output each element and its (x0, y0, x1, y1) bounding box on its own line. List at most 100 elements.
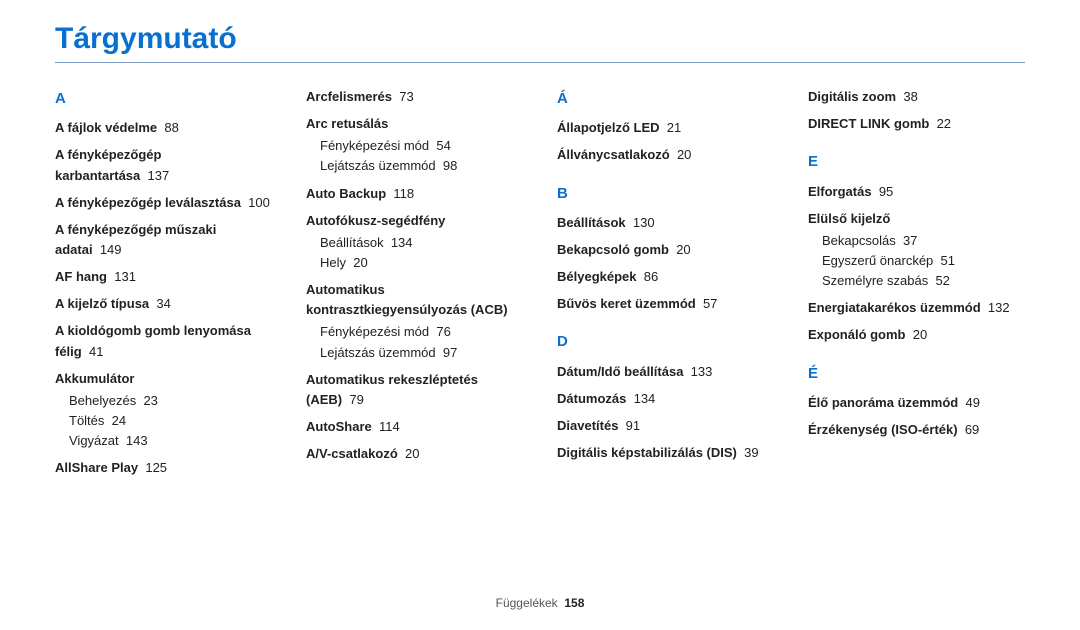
subentry-page: 134 (391, 235, 413, 250)
index-entry[interactable]: Élő panoráma üzemmód 49 (808, 393, 1025, 413)
subentry-page: 76 (436, 324, 450, 339)
index-subentry[interactable]: Lejátszás üzemmód 97 (306, 343, 523, 363)
index-entry[interactable]: Elforgatás 95 (808, 182, 1025, 202)
subentry-term: Személyre szabás (822, 273, 928, 288)
entry-term: AF hang (55, 269, 107, 284)
entry-page: 57 (703, 296, 717, 311)
index-entry[interactable]: AF hang 131 (55, 267, 272, 287)
index-column: ÁÁllapotjelző LED 21Állványcsatlakozó 20… (557, 87, 774, 485)
entry-page: 100 (248, 195, 270, 210)
index-entry[interactable]: Automatikus rekeszléptetés (AEB) 79 (306, 370, 523, 410)
index-entry[interactable]: Digitális képstabilizálás (DIS) 39 (557, 443, 774, 463)
index-entry[interactable]: Állapotjelző LED 21 (557, 118, 774, 138)
index-subentry[interactable]: Egyszerű önarckép 51 (808, 251, 1025, 271)
index-subentry[interactable]: Behelyezés 23 (55, 391, 272, 411)
footer-label: Függelékek (496, 596, 558, 610)
index-entry[interactable]: Akkumulátor Behelyezés 23Töltés 24Vigyáza… (55, 369, 272, 452)
index-entry[interactable]: AllShare Play 125 (55, 458, 272, 478)
entry-term: Állapotjelző LED (557, 120, 660, 135)
index-subentry[interactable]: Töltés 24 (55, 411, 272, 431)
index-entry[interactable]: Autofókusz-segédfény Beállítások 134Hely … (306, 211, 523, 273)
entry-term: Automatikus rekeszléptetés (AEB) (306, 372, 478, 407)
entry-page: 20 (913, 327, 927, 342)
index-entry[interactable]: Arc retusálásFényképezési mód 54Lejátszá… (306, 114, 523, 176)
entry-page: 125 (145, 460, 167, 475)
index-entry[interactable]: Elülső kijelzőBekapcsolás 37Egyszerű öna… (808, 209, 1025, 292)
entry-page: 21 (667, 120, 681, 135)
index-subentry[interactable]: Fényképezési mód 54 (306, 136, 523, 156)
index-entry[interactable]: A fényképezőgép karbantartása 137 (55, 145, 272, 185)
entry-term: Diavetítés (557, 418, 618, 433)
index-entry[interactable]: A fájlok védelme 88 (55, 118, 272, 138)
subentry-page: 52 (935, 273, 949, 288)
index-entry[interactable]: Állványcsatlakozó 20 (557, 145, 774, 165)
entry-term: Auto Backup (306, 186, 386, 201)
index-subentry[interactable]: Vigyázat 143 (55, 431, 272, 451)
index-entry[interactable]: A fényképezőgép műszaki adatai 149 (55, 220, 272, 260)
index-entry[interactable]: Energiatakarékos üzemmód 132 (808, 298, 1025, 318)
entry-term: Dátum/Idő beállítása (557, 364, 683, 379)
index-entry[interactable]: Digitális zoom 38 (808, 87, 1025, 107)
entry-term: Akkumulátor (55, 371, 134, 386)
section-letter: É (808, 362, 1025, 385)
index-entry[interactable]: A fényképezőgép leválasztása 100 (55, 193, 272, 213)
entry-page: 38 (903, 89, 917, 104)
index-entry[interactable]: Bélyegképek 86 (557, 267, 774, 287)
index-entry[interactable]: A kioldógomb gomb lenyomása félig 41 (55, 321, 272, 361)
index-subentry[interactable]: Személyre szabás 52 (808, 271, 1025, 291)
index-entry[interactable]: AutoShare 114 (306, 417, 523, 437)
entry-term: A fényképezőgép leválasztása (55, 195, 241, 210)
index-entry[interactable]: Érzékenység (ISO-érték) 69 (808, 420, 1025, 440)
index-column: Digitális zoom 38DIRECT LINK gomb 22EElf… (808, 87, 1025, 485)
index-subentry[interactable]: Fényképezési mód 76 (306, 322, 523, 342)
entry-page: 39 (744, 445, 758, 460)
entry-term: A fényképezőgép műszaki adatai (55, 222, 216, 257)
entry-term: Exponáló gomb (808, 327, 906, 342)
subentry-term: Lejátszás üzemmód (320, 158, 436, 173)
entry-term: Arcfelismerés (306, 89, 392, 104)
entry-page: 34 (156, 296, 170, 311)
index-subentry[interactable]: Beállítások 134 (306, 233, 523, 253)
index-entry[interactable]: Bekapcsoló gomb 20 (557, 240, 774, 260)
entry-page: 20 (677, 147, 691, 162)
entry-term: A kioldógomb gomb lenyomása félig (55, 323, 251, 358)
index-entry[interactable]: DIRECT LINK gomb 22 (808, 114, 1025, 134)
index-entry[interactable]: A/V-csatlakozó 20 (306, 444, 523, 464)
index-subentry[interactable]: Bekapcsolás 37 (808, 231, 1025, 251)
index-page: Tárgymutató AA fájlok védelme 88A fényké… (0, 0, 1080, 630)
entry-page: 91 (626, 418, 640, 433)
entry-page: 22 (937, 116, 951, 131)
entry-term: Arc retusálás (306, 116, 388, 131)
index-subentry[interactable]: Lejátszás üzemmód 98 (306, 156, 523, 176)
section-letter: B (557, 182, 774, 205)
page-title: Tárgymutató (55, 22, 1025, 63)
index-entry[interactable]: Automatikus kontrasztkiegyensúlyozás (AC… (306, 280, 523, 363)
entry-term: Autofókusz-segédfény (306, 213, 445, 228)
subentry-page: 24 (112, 413, 126, 428)
index-column: AA fájlok védelme 88A fényképezőgép karb… (55, 87, 272, 485)
entry-page: 134 (634, 391, 656, 406)
entry-page: 130 (633, 215, 655, 230)
entry-term: DIRECT LINK gomb (808, 116, 929, 131)
index-entry[interactable]: Dátumozás 134 (557, 389, 774, 409)
index-entry[interactable]: Beállítások 130 (557, 213, 774, 233)
index-entry[interactable]: Bűvös keret üzemmód 57 (557, 294, 774, 314)
subentry-term: Lejátszás üzemmód (320, 345, 436, 360)
index-entry[interactable]: Dátum/Idő beállítása 133 (557, 362, 774, 382)
entry-page: 69 (965, 422, 979, 437)
subentry-term: Bekapcsolás (822, 233, 896, 248)
index-entry[interactable]: Arcfelismerés 73 (306, 87, 523, 107)
index-subentry[interactable]: Hely 20 (306, 253, 523, 273)
entry-term: Digitális zoom (808, 89, 896, 104)
index-entry[interactable]: Auto Backup 118 (306, 184, 523, 204)
index-entry[interactable]: Diavetítés 91 (557, 416, 774, 436)
entry-page: 79 (349, 392, 363, 407)
entry-term: Dátumozás (557, 391, 626, 406)
entry-page: 41 (89, 344, 103, 359)
index-entry[interactable]: Exponáló gomb 20 (808, 325, 1025, 345)
index-entry[interactable]: A kijelző típusa 34 (55, 294, 272, 314)
subentry-page: 97 (443, 345, 457, 360)
subentry-page: 54 (436, 138, 450, 153)
entry-sublist: Fényképezési mód 54Lejátszás üzemmód 98 (306, 136, 523, 176)
entry-page: 118 (393, 186, 414, 201)
